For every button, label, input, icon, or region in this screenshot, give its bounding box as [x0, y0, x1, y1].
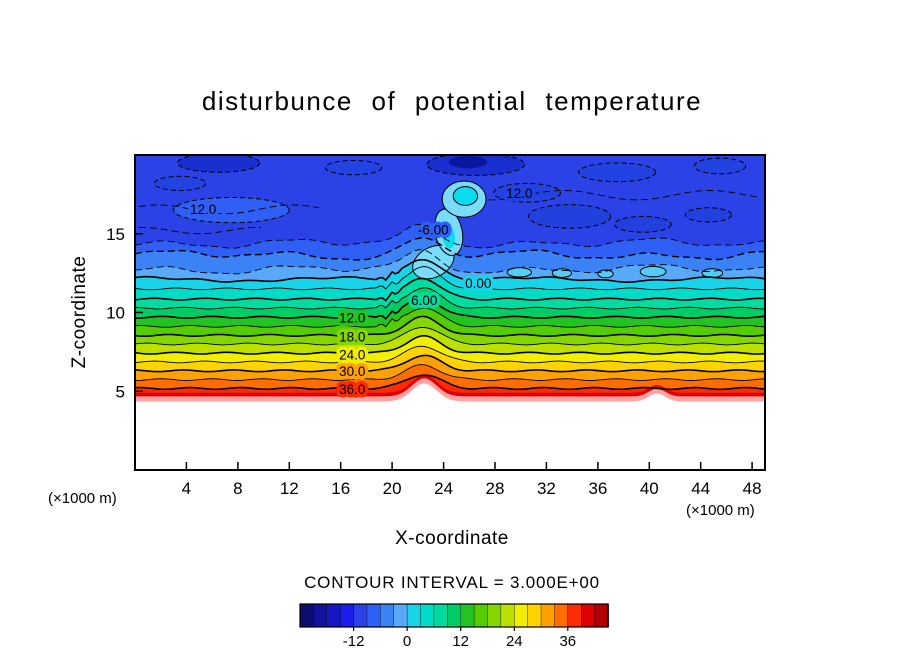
svg-text:6.00: 6.00: [411, 293, 437, 308]
svg-text:44: 44: [691, 479, 710, 498]
svg-text:48: 48: [743, 479, 762, 498]
svg-text:15: 15: [106, 225, 125, 244]
x-axis-title: X-coordinate: [395, 528, 509, 549]
svg-text:4: 4: [182, 479, 191, 498]
chart-title: disturbunce of potential temperature: [201, 86, 703, 116]
svg-text:36.0: 36.0: [339, 382, 365, 397]
svg-text:32: 32: [537, 479, 556, 498]
colorbar: -12 0 12 24 36: [299, 603, 609, 650]
anomaly-patches: [153, 155, 747, 280]
svg-text:20: 20: [383, 479, 402, 498]
svg-text:24: 24: [506, 633, 523, 650]
svg-text:30.0: 30.0: [339, 364, 365, 379]
svg-text:40: 40: [640, 479, 659, 498]
svg-text:24: 24: [434, 479, 453, 498]
svg-text:16: 16: [331, 479, 350, 498]
svg-text:36: 36: [588, 479, 607, 498]
svg-text:12: 12: [452, 633, 469, 650]
contour-lines-negative: [135, 189, 765, 275]
contour-interval-caption: CONTOUR INTERVAL = 3.000E+00: [304, 573, 600, 592]
svg-text:10: 10: [106, 304, 125, 323]
svg-text:28: 28: [486, 479, 505, 498]
svg-text:5: 5: [116, 382, 125, 401]
svg-text:18.0: 18.0: [339, 329, 365, 344]
plot-frame: [134, 154, 766, 471]
svg-text:24.0: 24.0: [339, 348, 365, 363]
svg-text:12.0: 12.0: [506, 186, 532, 201]
contour-labels: 12.0 12.0 -6.00 0.00 6.00 12.0 18.0 24.030.0 36.…: [186, 183, 536, 401]
x-axis-unit: (×1000 m): [686, 502, 755, 519]
svg-text:12.0: 12.0: [339, 311, 365, 326]
svg-text:-12: -12: [343, 633, 365, 650]
svg-text:0.00: 0.00: [465, 276, 491, 291]
svg-text:12: 12: [280, 479, 299, 498]
svg-text:0: 0: [403, 633, 411, 650]
x-axis-tick-labels: 4 8 12 16 20 24 28 32 36 40 44 48: [182, 479, 762, 498]
svg-text:-6.00: -6.00: [418, 222, 449, 237]
svg-text:36: 36: [559, 633, 576, 650]
svg-text:8: 8: [233, 479, 242, 498]
svg-text:12.0: 12.0: [190, 202, 216, 217]
contour-lines-positive: [135, 258, 765, 391]
y-axis-tick-labels: 5 10 15: [106, 225, 125, 401]
y-axis-unit: (×1000 m): [48, 490, 117, 507]
